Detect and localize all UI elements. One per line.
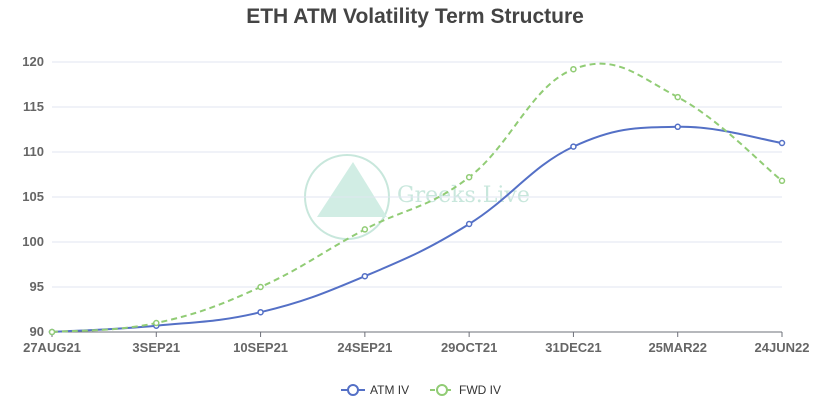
data-point-fwd-iv[interactable] (778, 177, 786, 185)
legend-marker-icon (436, 384, 448, 396)
series-line-fwd-iv (51, 62, 783, 333)
x-tick-label: 25MAR22 (648, 340, 707, 355)
data-point-atm-iv[interactable] (257, 308, 264, 316)
y-tick-label: 120 (22, 54, 44, 69)
y-axis: 90 95 100 105 110 115 120 (22, 54, 44, 339)
data-point-atm-iv[interactable] (361, 272, 369, 280)
data-point-fwd-iv[interactable] (48, 328, 56, 336)
y-tick-label: 90 (30, 324, 44, 339)
data-point-atm-iv[interactable] (570, 143, 577, 150)
data-point-atm-iv[interactable] (778, 139, 786, 147)
legend-marker-icon (347, 384, 359, 396)
y-tick-label: 115 (23, 99, 44, 114)
data-point-fwd-iv[interactable] (153, 319, 160, 327)
grid-lines (52, 61, 782, 288)
watermark-triangle-icon (317, 162, 387, 217)
data-point-fwd-iv[interactable] (465, 173, 473, 181)
x-tick-label: 31DEC21 (545, 340, 601, 355)
x-tick-label: 29OCT21 (441, 340, 497, 355)
y-tick-label: 95 (30, 279, 44, 294)
series-group (48, 62, 786, 336)
legend-label: ATM IV (370, 383, 409, 397)
y-tick-label: 110 (23, 144, 44, 159)
watermark-logo: Greeks.Live (304, 154, 530, 240)
legend-label: FWD IV (459, 383, 501, 397)
x-tick-label: 24JUN22 (755, 340, 810, 355)
x-tick-label: 27AUG21 (23, 340, 81, 355)
x-axis: 27AUG21 3SEP21 10SEP21 24SEP21 29OCT21 31DEC2… (23, 331, 810, 355)
data-point-atm-iv[interactable] (674, 123, 681, 131)
chart-title: ETH ATM Volatility Term Structure (246, 5, 584, 28)
data-point-fwd-iv[interactable] (570, 65, 577, 73)
x-tick-label: 24SEP21 (337, 340, 392, 355)
x-tick-label: 10SEP21 (233, 340, 288, 355)
data-point-fwd-iv[interactable] (361, 226, 369, 233)
y-tick-label: 100 (22, 234, 44, 249)
legend-item-atm-iv[interactable]: ATM IV (341, 383, 409, 397)
y-tick-label: 105 (22, 189, 44, 204)
data-point-fwd-iv[interactable] (674, 93, 681, 101)
series-line-atm-iv (51, 125, 783, 333)
legend-item-fwd-iv[interactable]: FWD IV (430, 383, 501, 397)
data-point-atm-iv[interactable] (465, 220, 473, 228)
x-tick-label: 3SEP21 (132, 340, 180, 355)
data-point-fwd-iv[interactable] (257, 283, 264, 291)
legend: ATM IV FWD IV (341, 383, 501, 397)
watermark-text: Greeks.Live (397, 183, 530, 208)
